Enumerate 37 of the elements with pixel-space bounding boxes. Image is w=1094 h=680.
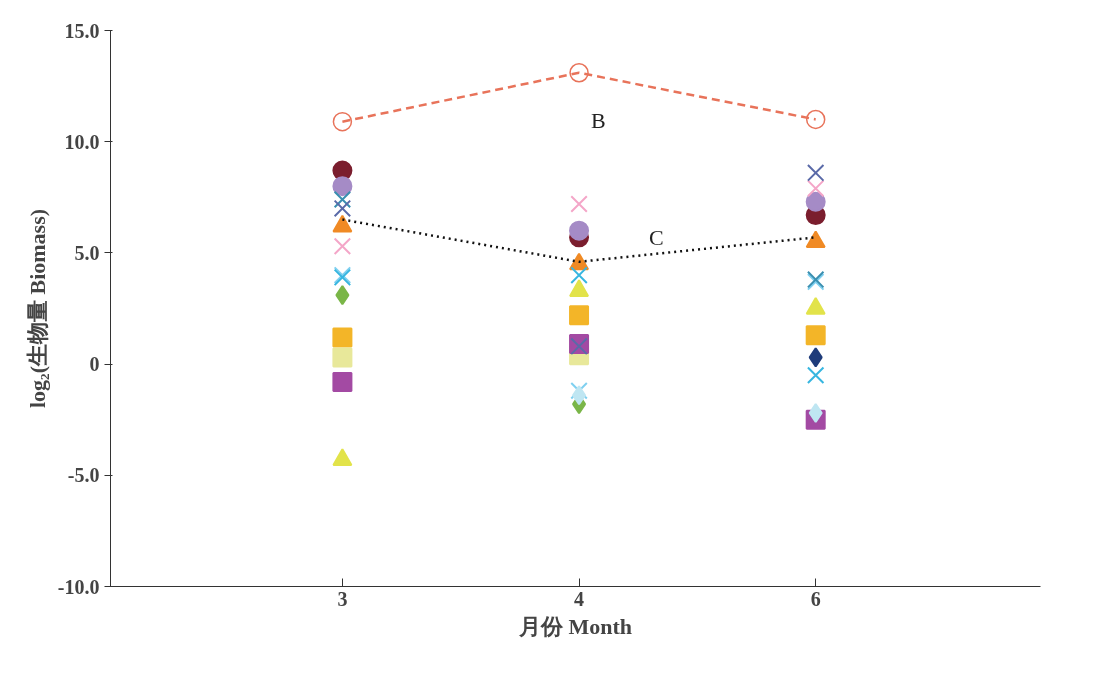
point: [569, 305, 590, 326]
point: [333, 190, 352, 209]
point: [806, 179, 825, 198]
point: [806, 164, 825, 182]
point: [333, 199, 352, 218]
point: [332, 347, 353, 368]
point: [805, 109, 826, 130]
point: [805, 191, 826, 212]
point: [570, 382, 588, 400]
y-tick-label: 15.0: [64, 19, 100, 42]
annotation: C: [649, 225, 664, 251]
x-tick-label: 3: [337, 587, 348, 610]
point: [332, 111, 353, 132]
x-axis-title: 月份 Month: [517, 613, 633, 639]
point: [333, 237, 352, 256]
point: [808, 347, 823, 368]
y-tick-label: 10.0: [64, 130, 100, 153]
point: [335, 285, 350, 306]
point: [332, 327, 353, 348]
point: [805, 325, 826, 346]
y-axis-title: log₂(生物量 Biomass): [24, 208, 50, 409]
point: [332, 176, 353, 197]
x-tick-label: 6: [810, 587, 821, 610]
point: [806, 366, 825, 384]
point: [808, 403, 823, 424]
y-tick-label: -5.0: [67, 464, 100, 487]
y-tick-label: 0: [89, 353, 100, 376]
point: [570, 266, 588, 284]
annotation: B: [591, 108, 606, 134]
y-tick-label: -10.0: [57, 575, 100, 598]
point: [570, 195, 588, 213]
point: [569, 63, 589, 83]
y-tick-label: 5.0: [74, 241, 100, 264]
point: [569, 220, 590, 241]
x-tick-label: 4: [574, 587, 585, 610]
point: [332, 371, 353, 392]
point: [572, 385, 587, 406]
